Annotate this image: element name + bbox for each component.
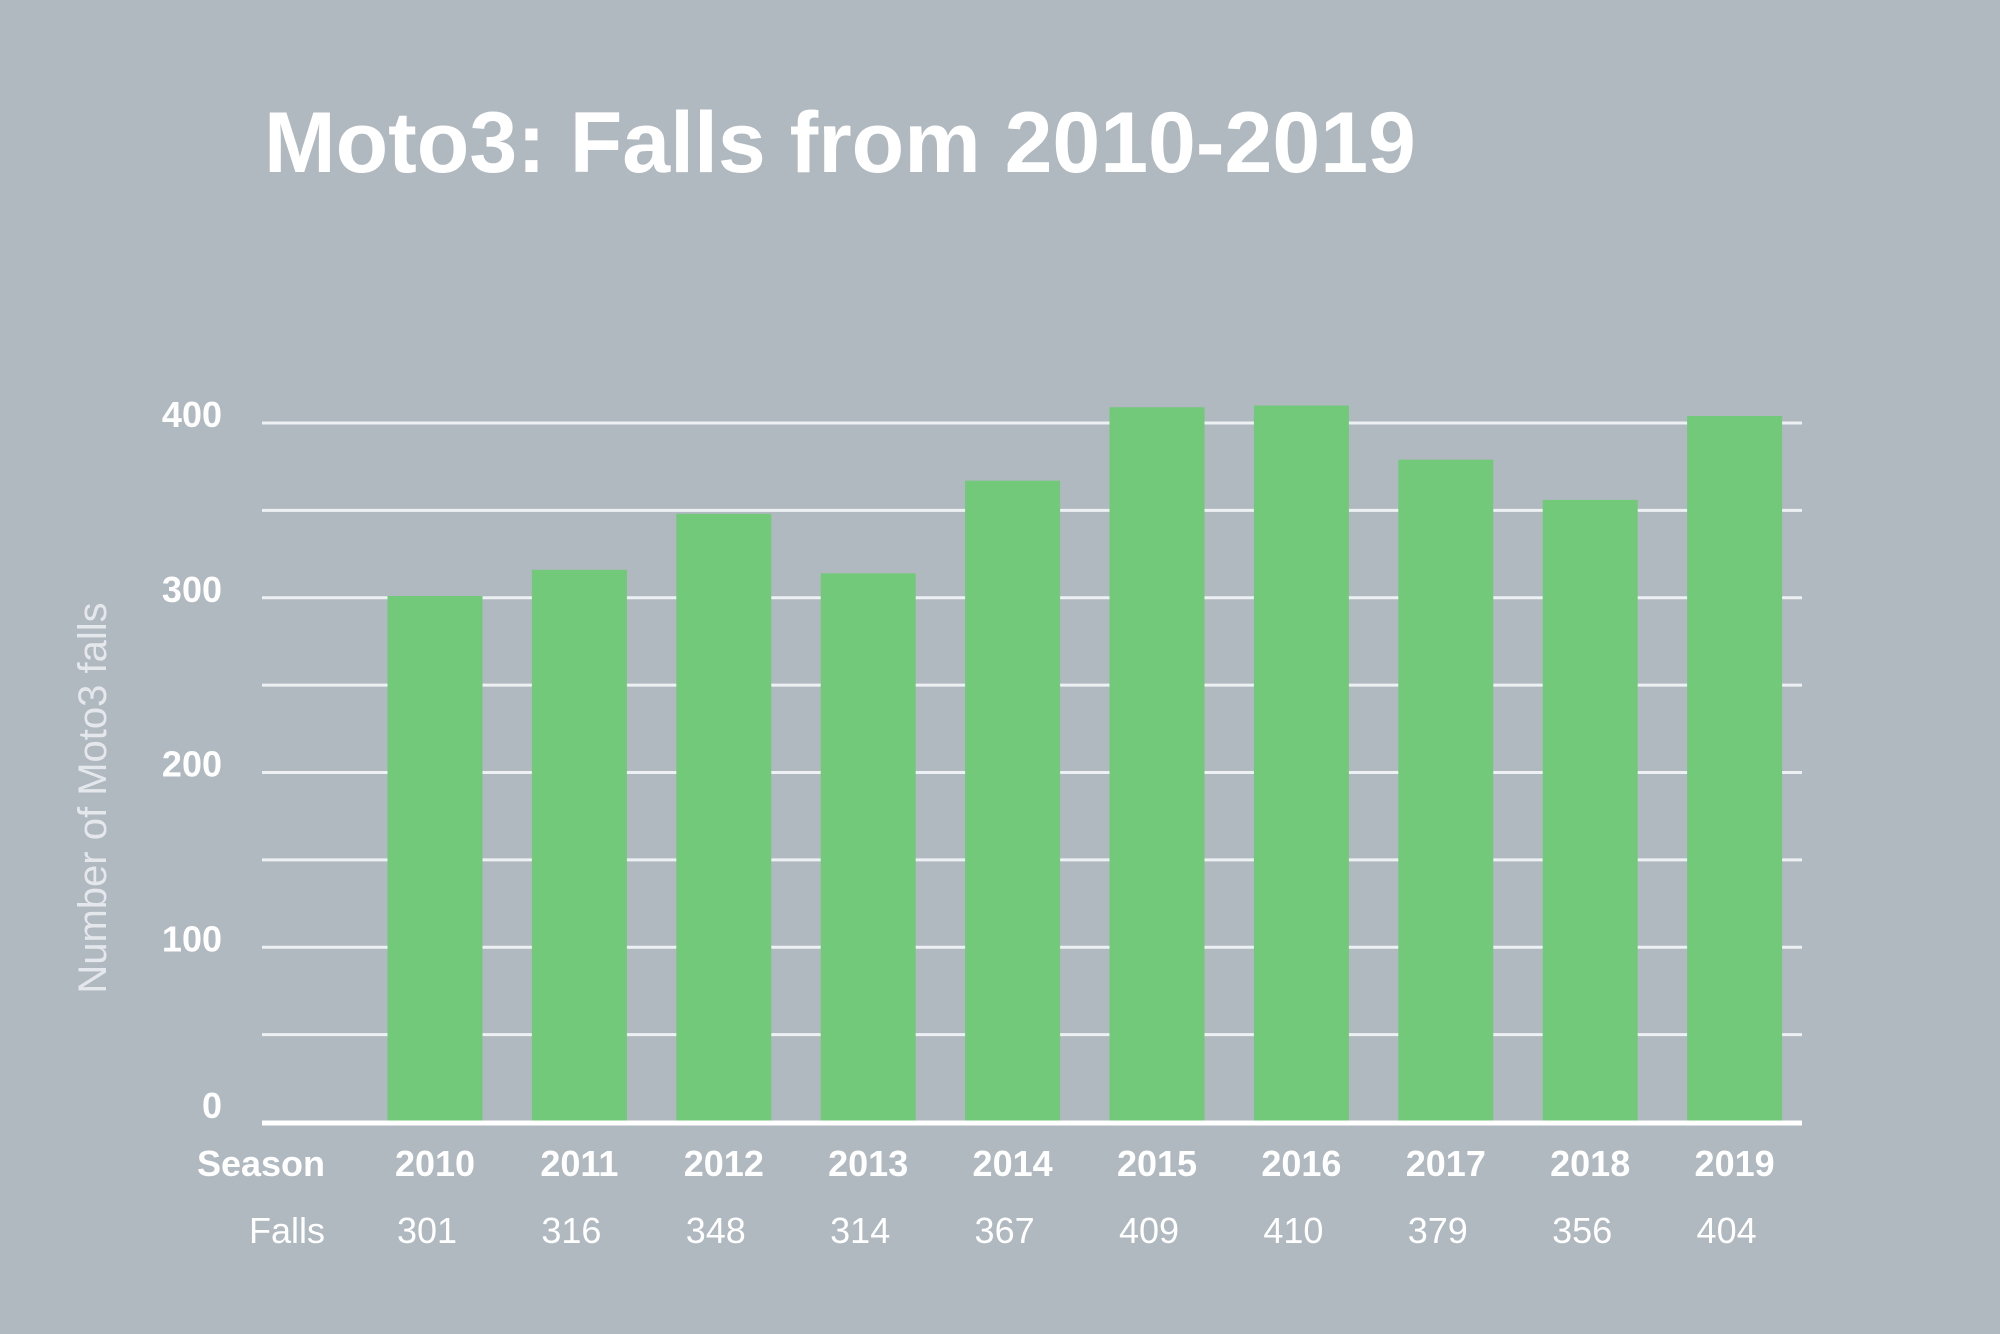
bar xyxy=(965,480,1061,1123)
x-tick-label: 2019 xyxy=(1695,1143,1775,1184)
x-tick-label: 2011 xyxy=(540,1143,618,1184)
y-tick-labels: 0 100 200 300 400 xyxy=(162,394,222,1126)
season-row-label: Season xyxy=(197,1143,325,1184)
value-label: 367 xyxy=(975,1210,1035,1251)
bar xyxy=(1253,405,1349,1122)
x-tick-labels: 2010 2011 2012 2013 2014 2015 2016 2017 2018 2019 xyxy=(395,1143,1775,1184)
bar xyxy=(387,596,483,1122)
x-tick-label: 2012 xyxy=(684,1143,764,1184)
value-label: 379 xyxy=(1408,1210,1468,1251)
y-tick-label: 400 xyxy=(162,394,222,435)
y-tick-label: 300 xyxy=(162,569,222,610)
bar xyxy=(1398,459,1494,1122)
value-label: 410 xyxy=(1263,1210,1323,1251)
bar xyxy=(1542,499,1638,1122)
x-tick-label: 2015 xyxy=(1117,1143,1197,1184)
bar xyxy=(1687,416,1783,1122)
x-tick-label: 2010 xyxy=(395,1143,475,1184)
value-label: 409 xyxy=(1119,1210,1179,1251)
bar xyxy=(531,569,627,1122)
value-label: 356 xyxy=(1552,1210,1612,1251)
bars xyxy=(387,405,1783,1123)
falls-row-label: Falls xyxy=(249,1210,325,1251)
bar xyxy=(676,513,772,1122)
y-tick-label: 0 xyxy=(202,1085,222,1126)
bar xyxy=(1109,407,1205,1123)
chart-title: Moto3: Falls from 2010-2019 xyxy=(264,95,1416,191)
value-label: 316 xyxy=(541,1210,601,1251)
y-tick-label: 100 xyxy=(162,918,222,959)
value-labels: 301 316 348 314 367 409 410 379 356 404 xyxy=(397,1210,1757,1251)
x-tick-label: 2017 xyxy=(1406,1143,1486,1184)
x-tick-label: 2013 xyxy=(828,1143,908,1184)
x-tick-label: 2018 xyxy=(1550,1143,1630,1184)
x-tick-label: 2016 xyxy=(1261,1143,1341,1184)
value-label: 348 xyxy=(686,1210,746,1251)
value-label: 404 xyxy=(1697,1210,1757,1251)
value-label: 301 xyxy=(397,1210,457,1251)
y-axis-title: Number of Moto3 falls xyxy=(71,602,115,993)
x-tick-label: 2014 xyxy=(973,1143,1053,1184)
value-label: 314 xyxy=(830,1210,890,1251)
y-tick-label: 200 xyxy=(162,744,222,785)
bar xyxy=(820,573,916,1122)
